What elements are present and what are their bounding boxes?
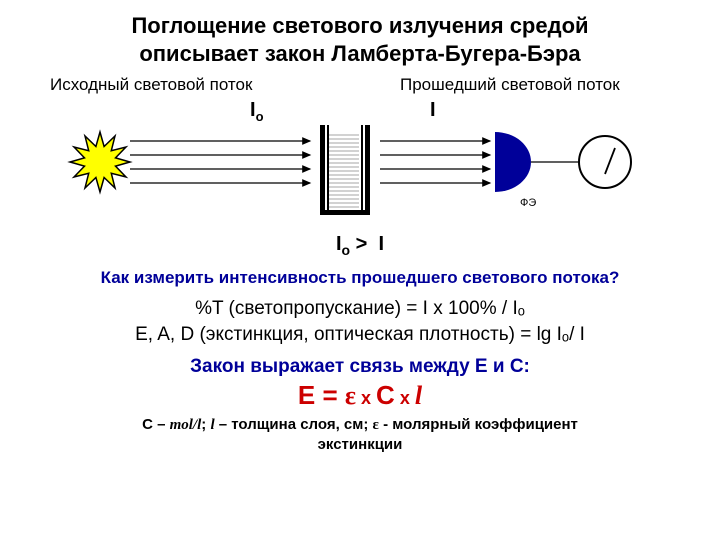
measurement-question: Как измерить интенсивность прошедшего св… [20,268,700,288]
transmitted-flux-label: Прошедший световой поток [390,75,700,95]
symbol-definitions: С – mol/l; l – толщина слоя, см; ε - мол… [20,415,700,456]
photodetector-label: ФЭ [520,197,536,209]
title-line-2: описывает закон Ламберта-Бугера-Бэра [139,41,580,66]
i-symbol: I [430,99,436,122]
i0-symbol: Io [250,99,264,124]
law-statement: Закон выражает связь между E и С: [20,356,700,378]
extinction-formula: E, A, D (экстинкция, оптическая плотност… [20,324,700,346]
incident-flux-label: Исходный световой поток [20,75,390,95]
title-line-1: Поглощение светового излучения средой [131,13,588,38]
intensity-comparison: Io > I [20,233,700,258]
flux-labels-row: Исходный световой поток Прошедший светов… [20,75,700,95]
diagram-svg [50,97,670,227]
optics-diagram: Io I ФЭ [50,97,670,227]
beer-lambert-formula: E = ε x С x l [20,380,700,411]
transmittance-formula: %T (светопропускание) = I x 100% / Iₒ [20,298,700,320]
main-title: Поглощение светового излучения средой оп… [20,12,700,67]
